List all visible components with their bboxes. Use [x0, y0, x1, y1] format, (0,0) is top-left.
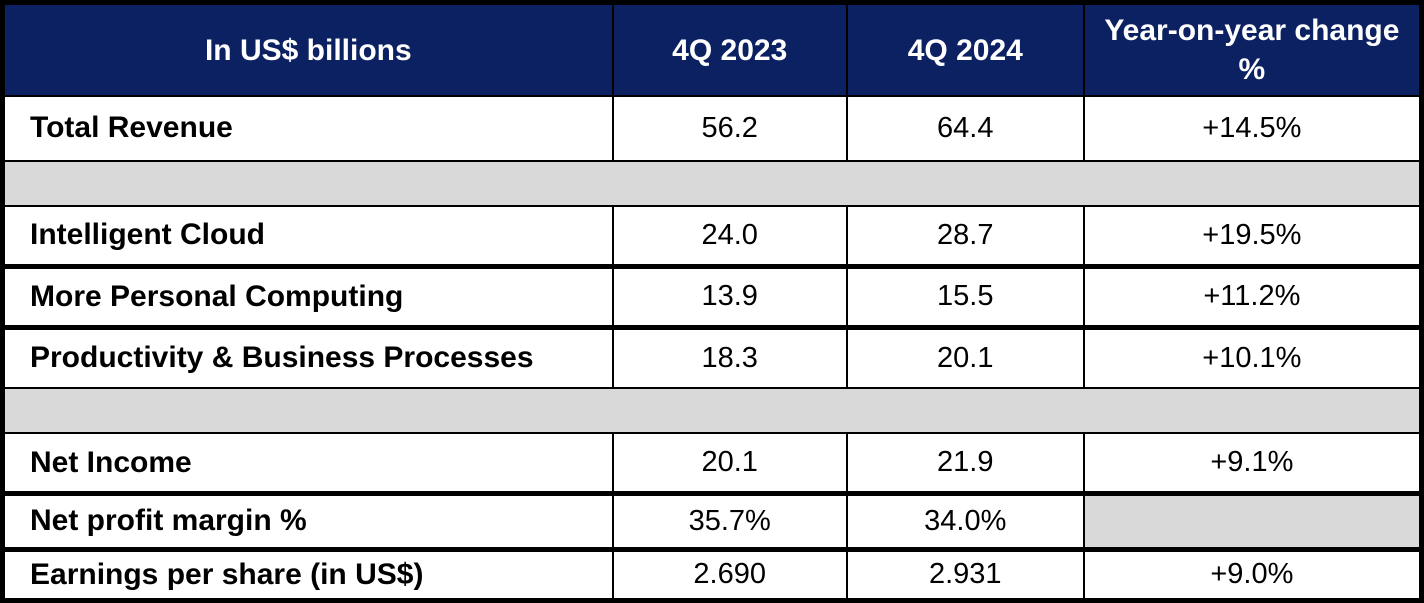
- value-q4-2024: 20.1: [845, 324, 1085, 389]
- table-row-net-income: Net Income 20.1 21.9 +9.1%: [1, 432, 1423, 495]
- separator-band: [1, 387, 1423, 434]
- header-q4-2023: 4Q 2023: [611, 1, 848, 97]
- table-row-intelligent-cloud: Intelligent Cloud 24.0 28.7 +19.5%: [1, 204, 1423, 268]
- value-q4-2023: 2.690: [611, 546, 848, 602]
- value-q4-2023: 56.2: [611, 95, 848, 162]
- value-yoy-change: +9.1%: [1082, 432, 1423, 495]
- value-q4-2023: 24.0: [611, 204, 848, 268]
- value-yoy-change: +9.0%: [1082, 546, 1423, 602]
- value-q4-2023: 20.1: [611, 432, 848, 495]
- separator-row: [1, 159, 1423, 207]
- header-metric-column: In US$ billions: [1, 1, 614, 97]
- value-q4-2024: 2.931: [845, 546, 1085, 602]
- value-yoy-change-empty: [1082, 491, 1423, 551]
- separator-band: [1, 159, 1423, 207]
- table-row-total-revenue: Total Revenue 56.2 64.4 +14.5%: [1, 95, 1423, 162]
- value-q4-2023: 13.9: [611, 264, 848, 329]
- row-label: Net profit margin %: [1, 491, 614, 551]
- table-row-productivity-business: Productivity & Business Processes 18.3 2…: [1, 324, 1423, 389]
- value-yoy-change: +10.1%: [1082, 324, 1423, 389]
- value-yoy-change: +19.5%: [1082, 204, 1423, 268]
- value-yoy-change: +11.2%: [1082, 264, 1423, 329]
- row-label: Productivity & Business Processes: [1, 324, 614, 389]
- table-row-earnings-per-share: Earnings per share (in US$) 2.690 2.931 …: [1, 546, 1423, 602]
- header-q4-2024: 4Q 2024: [845, 1, 1085, 97]
- value-q4-2023: 18.3: [611, 324, 848, 389]
- row-label: Net Income: [1, 432, 614, 495]
- table-row-more-personal-computing: More Personal Computing 13.9 15.5 +11.2%: [1, 264, 1423, 329]
- value-yoy-change: +14.5%: [1082, 95, 1423, 162]
- value-q4-2024: 21.9: [845, 432, 1085, 495]
- value-q4-2024: 28.7: [845, 204, 1085, 268]
- value-q4-2024: 15.5: [845, 264, 1085, 329]
- row-label: Intelligent Cloud: [1, 204, 614, 268]
- row-label: Earnings per share (in US$): [1, 546, 614, 602]
- row-label: Total Revenue: [1, 95, 614, 162]
- header-yoy-change: Year-on-year change %: [1082, 1, 1423, 97]
- value-q4-2023: 35.7%: [611, 491, 848, 551]
- header-row: In US$ billions 4Q 2023 4Q 2024 Year-on-…: [1, 1, 1423, 97]
- row-label: More Personal Computing: [1, 264, 614, 329]
- value-q4-2024: 64.4: [845, 95, 1085, 162]
- separator-row: [1, 387, 1423, 434]
- table-row-net-profit-margin: Net profit margin % 35.7% 34.0%: [1, 491, 1423, 551]
- value-q4-2024: 34.0%: [845, 491, 1085, 551]
